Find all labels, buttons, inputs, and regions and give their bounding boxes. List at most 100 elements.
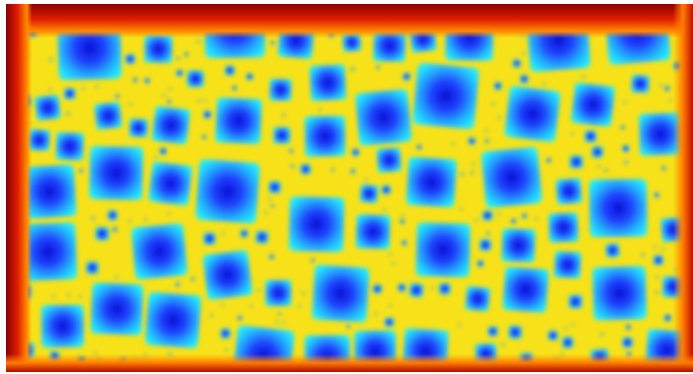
- grain-cell: [571, 82, 615, 127]
- grain-cell: [562, 337, 574, 348]
- grain-cell: [79, 168, 83, 173]
- grain-cell: [397, 283, 406, 292]
- grain-cell: [268, 198, 271, 201]
- grain-cell: [475, 219, 478, 222]
- grain-cell: [375, 312, 378, 315]
- grain-cell: [656, 276, 659, 279]
- grain-cell: [265, 279, 292, 307]
- grain-cell: [625, 324, 631, 330]
- right-edge-band: [673, 4, 693, 372]
- grain-cell: [176, 56, 180, 60]
- grain-cell: [159, 147, 167, 155]
- grain-cell: [204, 99, 207, 102]
- grain-cell: [365, 179, 368, 182]
- grain-cell: [522, 52, 525, 55]
- grain-cell: [520, 74, 529, 84]
- grain-cell: [273, 127, 291, 144]
- grain-cell: [49, 88, 52, 91]
- grain-cell: [55, 132, 84, 161]
- grain-cell: [282, 113, 286, 117]
- grain-cell: [351, 67, 355, 71]
- grain-cell: [86, 261, 99, 275]
- grain-cell: [129, 103, 132, 106]
- grain-cell: [202, 134, 207, 139]
- grain-cell: [401, 214, 404, 217]
- grain-cell: [94, 352, 97, 355]
- grain-cell: [154, 156, 157, 159]
- grain-cell: [18, 222, 78, 282]
- grain-cell: [64, 88, 76, 100]
- left-edge-band: [6, 4, 32, 372]
- grain-cell: [203, 110, 212, 119]
- grain-cell: [309, 64, 347, 102]
- grain-cell: [591, 146, 604, 158]
- grain-cell: [94, 102, 122, 130]
- grain-cell: [162, 94, 165, 97]
- grain-cell: [624, 160, 628, 164]
- grain-cell: [622, 337, 633, 348]
- grain-cell: [664, 85, 670, 91]
- grain-cell: [190, 277, 195, 281]
- grain-cell: [144, 34, 173, 64]
- grain-cell: [498, 116, 501, 119]
- grain-cell: [91, 217, 95, 220]
- grain-cell: [392, 262, 395, 265]
- grain-cell: [34, 94, 61, 121]
- grain-cell: [350, 169, 356, 174]
- grain-cell: [210, 314, 213, 317]
- grain-cell: [409, 283, 424, 298]
- grain-cell: [465, 286, 491, 312]
- grain-cell: [224, 65, 235, 76]
- grain-cell: [571, 132, 574, 135]
- grain-cell: [125, 54, 136, 64]
- grain-cell: [604, 168, 608, 172]
- grain-cell: [460, 172, 464, 176]
- top-edge-band: [6, 4, 693, 38]
- grain-cell: [460, 208, 463, 211]
- grain-cell: [664, 314, 672, 322]
- grain-cell: [112, 227, 118, 232]
- grain-cell: [67, 293, 70, 296]
- grain-cell: [565, 327, 568, 330]
- grain-cell: [52, 295, 55, 298]
- grain-cell: [548, 212, 579, 243]
- grain-cell: [571, 323, 574, 326]
- grain-cell: [224, 348, 228, 352]
- grain-cell: [95, 84, 99, 88]
- grain-cell: [66, 112, 70, 116]
- grain-cell: [246, 73, 254, 81]
- grain-cell: [487, 326, 498, 337]
- grain-cell: [389, 304, 392, 307]
- grain-cell: [95, 227, 109, 241]
- grain-cell: [381, 185, 391, 195]
- grain-cell: [472, 163, 475, 166]
- grain-cell: [268, 181, 281, 194]
- grain-cell: [568, 294, 583, 309]
- grain-cell: [384, 317, 394, 327]
- grain-cell: [187, 70, 204, 88]
- grain-cell: [275, 321, 278, 324]
- grain-cell: [501, 343, 505, 346]
- grain-cell: [389, 253, 392, 256]
- grain-cell: [151, 106, 191, 145]
- grain-cell: [605, 243, 620, 258]
- grain-cell: [402, 72, 411, 81]
- grain-cell: [494, 82, 502, 90]
- grain-cell: [115, 276, 118, 279]
- grain-cell: [654, 192, 660, 198]
- grain-cell: [638, 112, 682, 156]
- grain-cell: [653, 245, 656, 249]
- grain-cell: [269, 254, 275, 260]
- grain-cell: [501, 228, 536, 263]
- grain-cell: [22, 164, 77, 219]
- grain-cell: [270, 204, 274, 208]
- grain-cell: [452, 142, 455, 145]
- grain-cell: [400, 219, 405, 224]
- grain-cell: [148, 161, 193, 206]
- grain-cell: [304, 115, 346, 157]
- grain-cell: [49, 58, 53, 62]
- grain-cell: [249, 305, 253, 308]
- grain-cell: [543, 83, 546, 86]
- grain-cell: [655, 290, 659, 294]
